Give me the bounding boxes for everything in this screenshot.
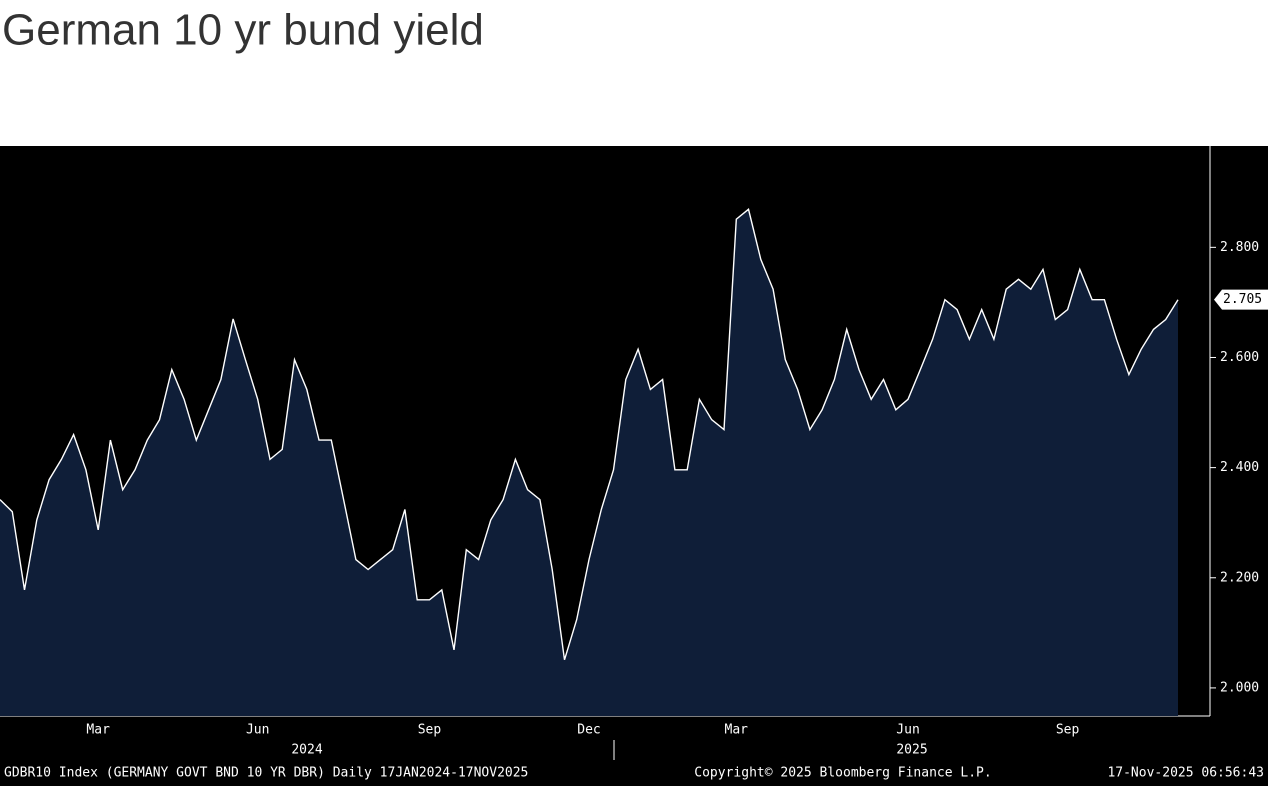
last-value-label: 2.705 bbox=[1223, 292, 1262, 307]
footer-left: GDBR10 Index (GERMANY GOVT BND 10 YR DBR… bbox=[4, 766, 528, 781]
y-tick-label: 2.400 bbox=[1220, 460, 1259, 475]
line bbox=[0, 208, 1179, 661]
x-tick-label: Jun bbox=[896, 723, 919, 738]
x-tick-label: Jun bbox=[246, 723, 269, 738]
x-group-label: 2024 bbox=[291, 743, 322, 758]
y-tick-label: 2.800 bbox=[1220, 240, 1259, 255]
chart-title: German 10 yr bund yield bbox=[2, 6, 484, 55]
x-tick-label: Sep bbox=[1056, 723, 1080, 738]
x-tick-label: Sep bbox=[418, 723, 442, 738]
y-tick-label: 2.000 bbox=[1220, 680, 1259, 695]
footer-right: 17-Nov-2025 06:56:43 bbox=[1107, 766, 1264, 781]
last-value-box bbox=[1214, 289, 1268, 310]
x-tick-label: Mar bbox=[725, 723, 749, 738]
footer-center: Copyright© 2025 Bloomberg Finance L.P. bbox=[694, 766, 991, 781]
area bbox=[0, 209, 1178, 717]
y-tick-label: 2.600 bbox=[1220, 350, 1259, 365]
y-tick-label: 2.200 bbox=[1220, 570, 1259, 585]
x-tick-label: Dec bbox=[577, 723, 600, 738]
x-tick-label: Mar bbox=[86, 723, 110, 738]
x-group-label: 2025 bbox=[896, 743, 927, 758]
